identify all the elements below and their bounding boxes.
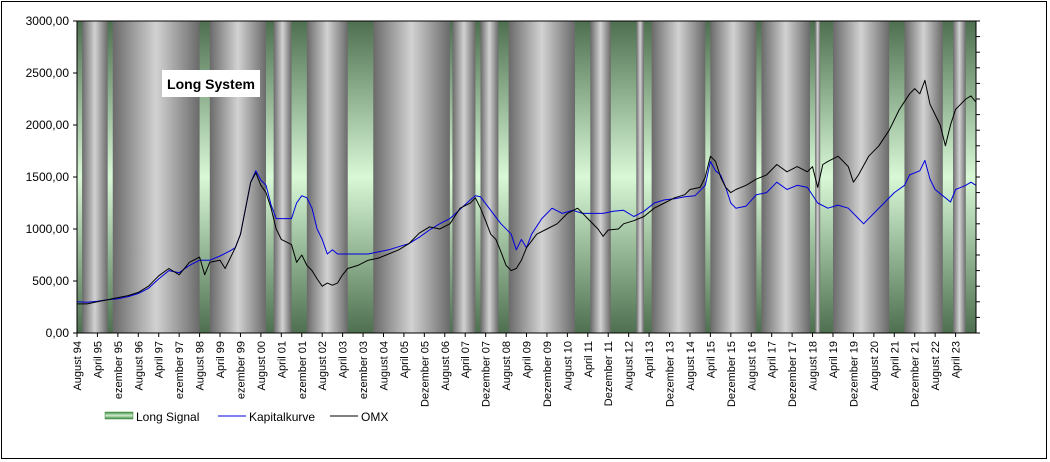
x-tick-label: August 18 [808, 341, 820, 391]
legend-label: Long Signal [136, 410, 199, 424]
long-signal-band [373, 21, 450, 333]
x-tick-label: April 07 [460, 341, 472, 378]
long-signal-band [651, 21, 706, 333]
x-tick-label: August 16 [746, 341, 758, 391]
y-axis: 0,00 500,00 1000,00 1500,00 2000,00 2500,00 30… [26, 14, 77, 340]
x-tick-label: Dezember 13 [665, 341, 677, 407]
x-tick-label: Dezember 21 [910, 341, 922, 407]
x-tick-label: ezember 97 [174, 341, 186, 399]
long-signal-band [761, 21, 810, 333]
x-tick-label: ezember 99 [236, 341, 248, 399]
long-signal-band [82, 21, 108, 333]
x-tick-label: ezember 95 [113, 341, 125, 399]
legend: Long Signal Kapitalkurve OMX [104, 410, 388, 424]
x-tick-label: August 96 [133, 341, 145, 391]
y-tick-label: 1000,00 [26, 222, 70, 236]
long-signal-band [452, 21, 476, 333]
x-tick-label: August 12 [624, 341, 636, 391]
long-signal-band [273, 21, 292, 333]
y-tick-label: 1500,00 [26, 170, 70, 184]
y-tick-label: 2500,00 [26, 66, 70, 80]
x-tick-label: Dezember 11 [603, 341, 615, 406]
x-tick-label: Dezember 15 [726, 341, 738, 407]
long-signal-band [710, 21, 757, 333]
y-tick-label: 3000,00 [26, 14, 70, 28]
x-tick-label: August 20 [869, 341, 881, 391]
x-tick-label: August 02 [317, 341, 329, 391]
x-tick-label: April 11 [583, 341, 595, 377]
x-tick-label: April 21 [889, 341, 901, 378]
x-tick-label: August 06 [440, 341, 452, 391]
y-tick-label: 500,00 [32, 274, 69, 288]
long-signal-band [904, 21, 943, 333]
x-tick-label: April 01 [276, 341, 288, 378]
x-tick-label: April 97 [154, 341, 166, 378]
legend-label: Kapitalkurve [249, 410, 315, 424]
x-tick-label: August 10 [562, 341, 574, 391]
long-signal-band [480, 21, 499, 333]
x-tick-label: April 95 [92, 341, 104, 378]
y-tick-label: 2000,00 [26, 118, 70, 132]
x-tick-label: April 05 [399, 341, 411, 378]
legend-label: OMX [361, 410, 388, 424]
chart-title: Long System [162, 70, 260, 97]
x-tick-label: August 14 [685, 341, 697, 391]
x-tick-label: August 98 [195, 341, 207, 391]
x-tick-label: April 99 [215, 341, 227, 378]
long-signal-band [953, 21, 966, 333]
x-tick-label: August 04 [379, 341, 391, 391]
x-tick-label: Dezember 09 [542, 341, 554, 407]
long-signal-band [832, 21, 890, 333]
x-tick-label: Dezember 05 [419, 341, 431, 407]
x-tick-label: April 03 [338, 341, 350, 378]
x-tick-label: August 22 [930, 341, 942, 391]
x-tick-label: August 94 [72, 341, 84, 391]
x-axis: August 94 April 95 ezember 95 August 96 Apri… [72, 333, 963, 407]
long-signal-bands [82, 21, 966, 333]
x-tick-label: August 08 [501, 341, 513, 391]
x-tick-label: April 17 [767, 341, 779, 378]
x-tick-label: April 13 [644, 341, 656, 378]
x-tick-label: Dezember 17 [787, 341, 799, 407]
long-signal-band [815, 21, 821, 333]
long-signal-band [590, 21, 611, 333]
series-lines [76, 79, 977, 305]
long-signal-band [112, 21, 200, 333]
right-axis [976, 20, 980, 334]
series-line-omx [77, 79, 977, 305]
x-tick-label: Dezember 07 [481, 341, 493, 407]
long-signal-band [508, 21, 576, 333]
x-tick-label: ezember 01 [297, 341, 309, 399]
legend-swatch-long-signal [104, 411, 134, 420]
x-tick-label: April 15 [705, 341, 717, 378]
x-tick-label: April 23 [951, 341, 963, 378]
x-tick-label: Dezember 19 [848, 341, 860, 407]
x-tick-label: April 09 [522, 341, 534, 378]
y-tick-label: 0,00 [46, 326, 70, 340]
long-signal-band [306, 21, 348, 333]
x-tick-label: ezember 03 [358, 341, 370, 399]
x-tick-label: August 00 [256, 341, 268, 391]
x-tick-label: April 19 [828, 341, 840, 378]
long-signal-band [636, 21, 644, 333]
